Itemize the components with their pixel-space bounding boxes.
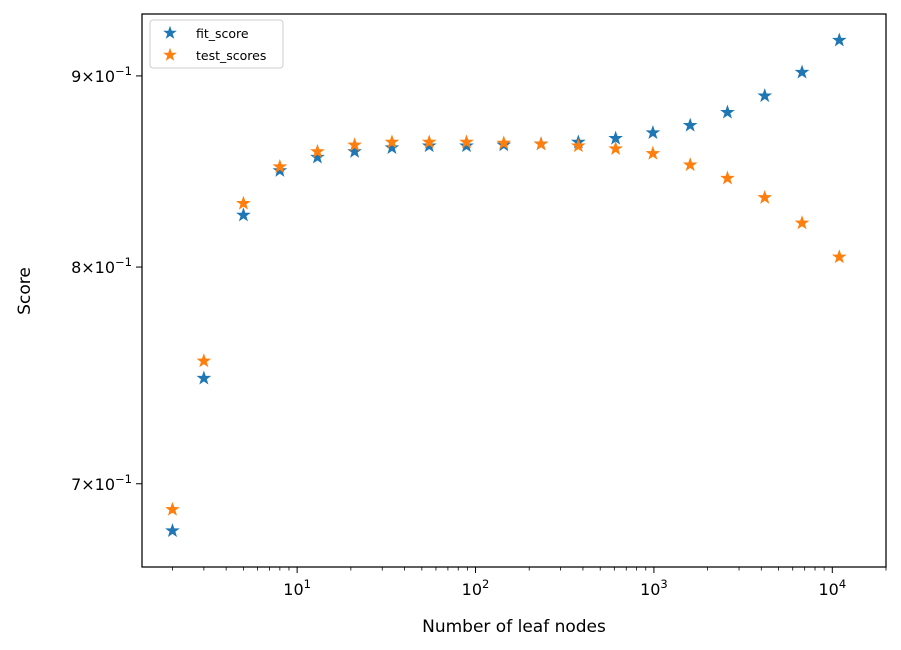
point-test_scores-7	[421, 134, 437, 149]
point-test_scores-9	[496, 135, 512, 150]
legend: fit_score test_scores	[149, 19, 284, 69]
point-fit_score-2	[236, 207, 251, 222]
x-tick-label-3: 104	[818, 577, 846, 599]
point-test_scores-12	[608, 141, 623, 155]
x-tick-label-2: 103	[640, 577, 668, 599]
legend-frame	[149, 19, 284, 69]
point-fit_score-13	[645, 125, 661, 140]
axes: 101 102 103 104 7×10−1 8×10−1 9×10−1	[71, 64, 887, 599]
point-test_scores-14	[682, 157, 698, 172]
x-axis-title: Number of leaf nodes	[422, 617, 606, 637]
point-test_scores-5	[347, 137, 362, 152]
point-test_scores-3	[272, 159, 288, 174]
x-tick-label-1: 102	[462, 577, 490, 599]
legend-marker-fit_score	[163, 25, 177, 39]
point-test_scores-15	[720, 170, 735, 185]
y-tick-label-2: 9×10−1	[71, 64, 132, 86]
point-test_scores-10	[533, 136, 549, 151]
point-test_scores-11	[571, 138, 586, 153]
point-test_scores-16	[757, 189, 773, 204]
point-fit_score-8	[459, 138, 474, 153]
x-tick-label-0: 101	[283, 577, 311, 599]
point-fit_score-17	[794, 64, 810, 79]
point-fit_score-1	[196, 370, 212, 385]
point-fit_score-7	[421, 138, 437, 153]
point-fit_score-16	[757, 88, 773, 103]
point-fit_score-14	[682, 117, 698, 132]
point-fit_score-4	[310, 149, 325, 164]
legend-label-test-scores: test_scores	[196, 48, 266, 63]
point-test_scores-6	[384, 134, 400, 149]
point-fit_score-3	[272, 162, 288, 177]
point-test_scores-18	[831, 249, 847, 264]
point-fit_score-12	[608, 130, 623, 145]
plot-area	[165, 32, 847, 538]
point-test_scores-8	[459, 134, 474, 149]
point-fit_score-18	[831, 32, 847, 47]
point-test_scores-4	[310, 143, 325, 158]
point-fit_score-0	[165, 523, 180, 538]
point-test_scores-2	[236, 195, 251, 210]
point-fit_score-5	[347, 143, 362, 158]
legend-marker-test_scores	[163, 47, 177, 61]
plot-frame	[141, 13, 887, 568]
point-test_scores-17	[794, 215, 810, 230]
legend-label-fit-score: fit_score	[196, 26, 249, 41]
point-test_scores-13	[645, 145, 661, 160]
point-fit_score-15	[720, 104, 735, 119]
y-tick-label-1: 8×10−1	[71, 255, 132, 277]
point-fit_score-6	[384, 140, 400, 155]
point-test_scores-0	[165, 501, 180, 516]
y-tick-label-0: 7×10−1	[71, 472, 132, 494]
point-test_scores-1	[196, 353, 212, 368]
series-test_scores	[165, 134, 847, 516]
y-axis-title: Score	[15, 267, 35, 315]
